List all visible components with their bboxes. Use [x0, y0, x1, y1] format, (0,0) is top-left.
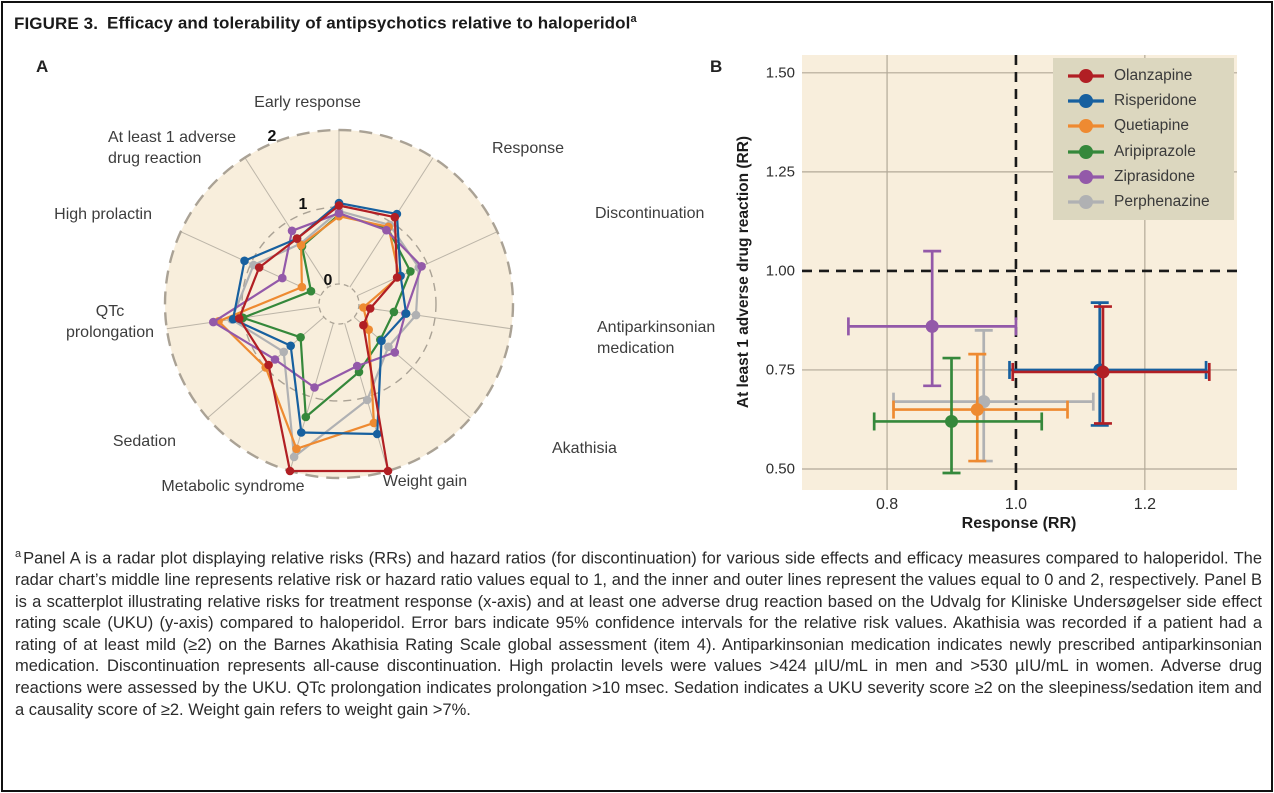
figure-title: FIGURE 3. Efficacy and tolerability of an…: [14, 13, 637, 34]
panel-b-letter: B: [710, 57, 723, 76]
legend-item-ziprasidone: Ziprasidone: [1053, 168, 1234, 186]
legend-marker-icon: [1068, 119, 1104, 134]
legend-marker-icon: [1068, 94, 1104, 109]
footnote-text: Panel A is a radar plot displaying relat…: [15, 549, 1262, 719]
radar-ring-value-0: 0: [323, 272, 333, 289]
radar-axis-label-discontinuation: Discontinuation: [595, 205, 705, 222]
panel-a-letter: A: [36, 57, 49, 76]
scatter-y-tick-0.50: 0.50: [765, 460, 795, 478]
radar-axis-label-qtc-prolongation: QTc prolongation: [65, 303, 155, 342]
legend-item-quetiapine: Quetiapine: [1053, 117, 1234, 135]
legend-item-aripiprazole: Aripiprazole: [1053, 143, 1234, 161]
legend-marker-icon: [1068, 169, 1104, 184]
scatter-y-tick-1.50: 1.50: [765, 64, 795, 82]
radar-rings: [163, 128, 515, 480]
radar-axis-label-akathisia: Akathisia: [552, 440, 617, 457]
panel-b-scatter-chart: At least 1 adverse drug reaction (RR) Re…: [700, 40, 1274, 545]
radar-background: [165, 130, 513, 478]
legend-item-risperidone: Risperidone: [1053, 92, 1234, 110]
radar-axis-label-early-response: Early response: [254, 94, 361, 111]
figure-footnote: a Panel A is a radar plot displaying rela…: [15, 544, 1262, 721]
scatter-y-tick-1.25: 1.25: [765, 163, 795, 181]
figure-title-text: Efficacy and tolerability of antipsychot…: [107, 13, 631, 33]
radar-axis-label-metabolic-syndrome: Metabolic syndrome: [161, 478, 305, 495]
radar-ring-value-2: 2: [267, 128, 277, 145]
figure-number: FIGURE 3.: [14, 13, 99, 33]
scatter-point-quetiapine: [892, 352, 1069, 463]
scatter-x-tick-1.0: 1.0: [1004, 496, 1028, 513]
scatter-y-tick-1.00: 1.00: [765, 262, 795, 280]
radar-axis-label-weight-gain: Weight gain: [382, 473, 468, 490]
legend-marker-icon: [1068, 144, 1104, 159]
radar-series-olanzapine: [234, 201, 402, 476]
legend-item-olanzapine: Olanzapine: [1053, 67, 1234, 85]
radar-axis-label-antiparkinsonian-medication: Antiparkinsonian medication: [597, 319, 716, 358]
radar-plot: [163, 128, 515, 480]
footnote-marker: a: [15, 548, 22, 560]
panel-a-radar-chart: Early response Response Discontinuation Ant…: [0, 40, 715, 545]
scatter-x-axis-label: Response (RR): [961, 515, 1077, 532]
scatter-x-tick-0.8: 0.8: [875, 496, 899, 513]
scatter-legend: Olanzapine Risperidone Quetiapine Aripipraz…: [1053, 58, 1234, 220]
legend-label: Olanzapine: [1114, 67, 1193, 85]
legend-item-perphenazine: Perphenazine: [1053, 193, 1234, 211]
scatter-y-tick-0.75: 0.75: [765, 361, 795, 379]
legend-label: Risperidone: [1114, 92, 1197, 110]
legend-label: Quetiapine: [1114, 117, 1189, 135]
figure-title-footnote-marker: a: [630, 13, 637, 25]
scatter-point-aripiprazole: [872, 356, 1044, 475]
legend-label: Ziprasidone: [1114, 167, 1195, 185]
radar-axis-label-high-prolactin: High prolactin: [54, 206, 152, 223]
legend-label: Perphenazine: [1114, 192, 1210, 210]
scatter-point-ziprasidone: [847, 249, 1018, 388]
scatter-point-olanzapine: [1011, 305, 1211, 425]
legend-label: Aripiprazole: [1114, 142, 1196, 160]
radar-axis-label-at-least-1-adverse-drug-reaction: At least 1 adverse drug reaction: [108, 129, 237, 168]
radar-axis-label-sedation: Sedation: [112, 433, 176, 450]
legend-marker-icon: [1068, 69, 1104, 84]
scatter-reference-lines: [802, 55, 1237, 490]
radar-ring-value-1: 1: [298, 196, 308, 213]
legend-marker-icon: [1068, 194, 1104, 209]
radar-axis-label-response: Response: [491, 140, 565, 157]
scatter-x-tick-1.2: 1.2: [1133, 496, 1156, 513]
